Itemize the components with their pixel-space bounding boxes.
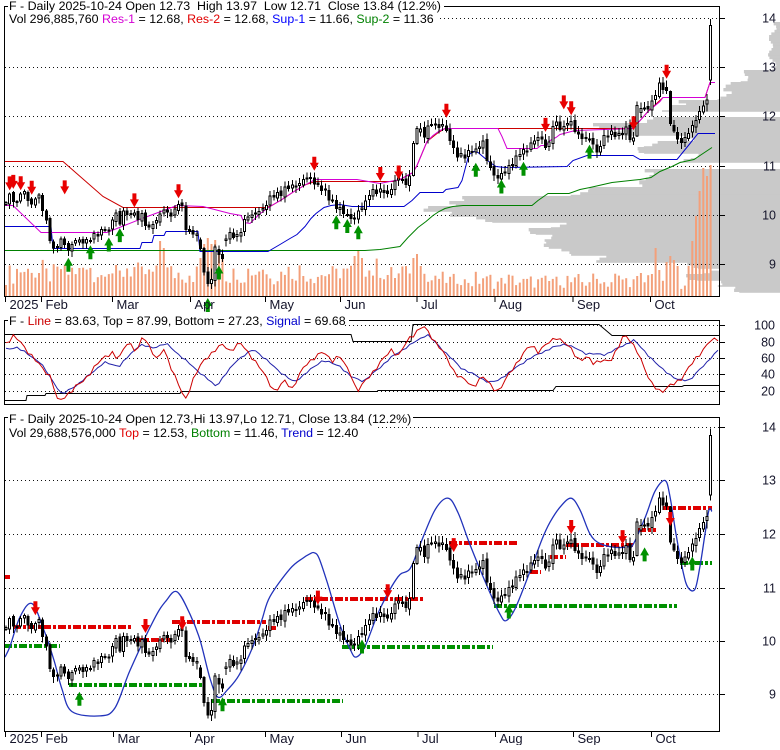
- svg-text:11: 11: [763, 582, 776, 596]
- svg-text:14: 14: [762, 12, 776, 26]
- svg-text:13: 13: [762, 61, 776, 75]
- svg-text:Jun: Jun: [345, 297, 366, 312]
- svg-text:80: 80: [761, 336, 775, 350]
- svg-text:F - Line = 83.63, Top = 87.99,: F - Line = 83.63, Top = 87.99, Bottom = …: [9, 314, 346, 328]
- svg-text:10: 10: [762, 635, 776, 649]
- svg-text:Mar: Mar: [117, 297, 140, 312]
- svg-text:Feb: Feb: [46, 731, 68, 745]
- svg-text:Oct: Oct: [655, 297, 676, 312]
- svg-text:F - Daily 2025-10-24 Open 12.7: F - Daily 2025-10-24 Open 12.73,Hi 13.97…: [9, 412, 411, 426]
- svg-text:Oct: Oct: [656, 731, 677, 745]
- svg-text:Sep: Sep: [578, 731, 601, 745]
- svg-text:Vol 29,688,576,000 Top = 12.53: Vol 29,688,576,000 Top = 12.53, Bottom =…: [9, 426, 358, 440]
- svg-text:60: 60: [761, 352, 775, 366]
- svg-text:10: 10: [762, 209, 776, 223]
- svg-text:2025: 2025: [10, 731, 39, 745]
- svg-text:Apr: Apr: [195, 297, 216, 312]
- svg-text:2025: 2025: [10, 297, 39, 312]
- svg-text:40: 40: [761, 368, 775, 382]
- svg-text:Feb: Feb: [46, 297, 68, 312]
- svg-text:Apr: Apr: [195, 731, 216, 745]
- svg-text:14: 14: [762, 421, 776, 435]
- svg-text:20: 20: [761, 385, 775, 399]
- svg-text:Mar: Mar: [118, 731, 141, 745]
- svg-text:12: 12: [762, 110, 776, 124]
- svg-text:Jun: Jun: [346, 731, 367, 745]
- svg-text:9: 9: [769, 258, 776, 272]
- svg-text:Sep: Sep: [577, 297, 600, 312]
- svg-text:Jul: Jul: [421, 297, 438, 312]
- svg-text:Jul: Jul: [422, 731, 439, 745]
- svg-text:11: 11: [763, 160, 776, 174]
- svg-text:May: May: [270, 297, 295, 312]
- svg-text:12: 12: [762, 528, 776, 542]
- svg-text:100: 100: [754, 319, 775, 333]
- svg-text:Vol 296,885,760 Res-1 = 12.68,: Vol 296,885,760 Res-1 = 12.68, Res-2 = 1…: [9, 12, 434, 26]
- svg-text:9: 9: [769, 688, 776, 702]
- svg-text:May: May: [270, 731, 295, 745]
- svg-text:Aug: Aug: [500, 731, 523, 745]
- svg-text:Aug: Aug: [499, 297, 522, 312]
- svg-text:13: 13: [762, 474, 776, 488]
